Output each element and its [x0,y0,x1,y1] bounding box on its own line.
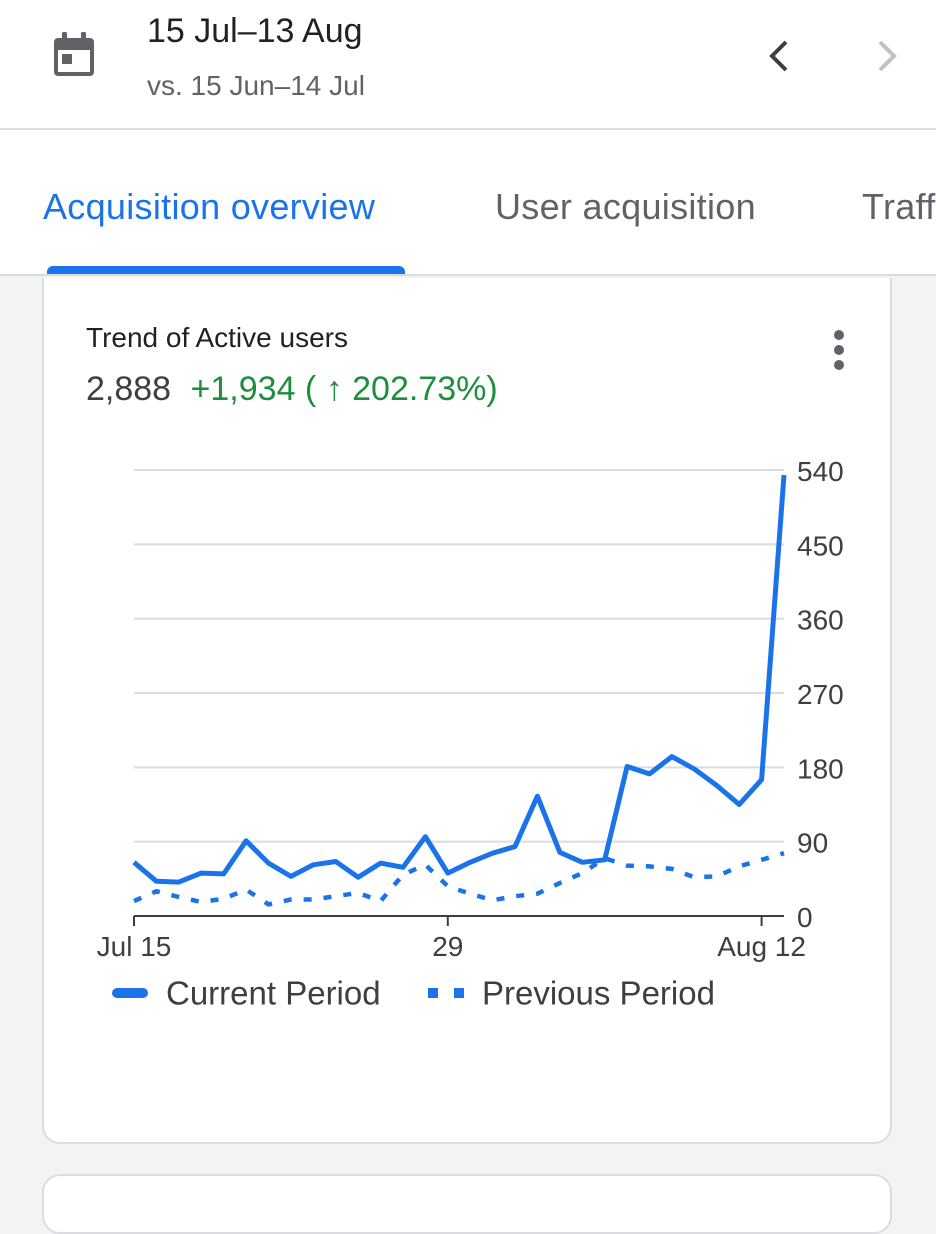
metric-row: 2,888 +1,934 ( ↑ 202.73%) [86,370,498,409]
report-tabs: Acquisition overview User acquisition Tr… [0,130,936,276]
legend-label: Current Period [166,974,381,1012]
active-tab-indicator [47,266,405,274]
legend-current-period[interactable]: Current Period [112,972,381,1016]
legend-previous-period[interactable]: Previous Period [428,972,715,1016]
chevron-right-icon[interactable] [866,36,906,76]
metric-value: 2,888 [86,370,172,408]
tab-acquisition-overview[interactable]: Acquisition overview [43,186,376,227]
calendar-icon[interactable] [52,30,96,78]
tab-traffic-acquisition[interactable]: Traffic acquisition [862,186,936,227]
chevron-left-icon[interactable] [760,36,800,76]
comparison-range-label: vs. 15 Jun–14 Jul [147,70,365,101]
date-header: 15 Jul–13 Aug vs. 15 Jun–14 Jul [0,0,936,130]
card-title: Trend of Active users [86,322,348,353]
tab-user-acquisition[interactable]: User acquisition [495,186,756,227]
legend-dotted-line-icon [428,988,464,999]
more-vert-icon[interactable] [824,328,854,372]
metric-change: +1,934 ( ↑ 202.73%) [190,370,498,408]
legend-solid-line-icon [112,988,148,999]
legend-label: Previous Period [482,974,715,1012]
date-range-label[interactable]: 15 Jul–13 Aug [147,12,363,50]
next-card [42,1174,892,1234]
